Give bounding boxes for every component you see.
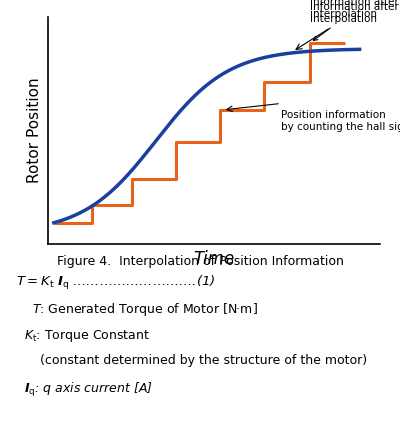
Text: $K_\mathrm{t}$: Torque Constant: $K_\mathrm{t}$: Torque Constant (24, 328, 150, 344)
Text: Figure 4.  Interpolation of Position Information: Figure 4. Interpolation of Position Info… (56, 255, 344, 268)
X-axis label: Time: Time (193, 250, 235, 268)
Y-axis label: Rotor Position: Rotor Position (28, 78, 42, 183)
Text: Estimated position
information after
interpolation: Estimated position information after int… (310, 0, 400, 40)
Text: $T = K_\mathrm{t}$ $\bfit{I}$$_\mathrm{q}$ ……………………….(1): $T = K_\mathrm{t}$ $\bfit{I}$$_\mathrm{q… (16, 274, 216, 292)
Text: Estimated position
information after
interpolation: Estimated position information after int… (310, 0, 400, 19)
Text: $T$: Generated Torque of Motor [N·m]: $T$: Generated Torque of Motor [N·m] (32, 301, 258, 318)
Text: $\bfit{I}$$_\mathrm{q}$: q axis current [A]: $\bfit{I}$$_\mathrm{q}$: q axis current … (24, 381, 153, 399)
Text: (constant determined by the structure of the motor): (constant determined by the structure of… (40, 354, 367, 367)
Text: Position information
by counting the hall signal: Position information by counting the hal… (281, 110, 400, 131)
